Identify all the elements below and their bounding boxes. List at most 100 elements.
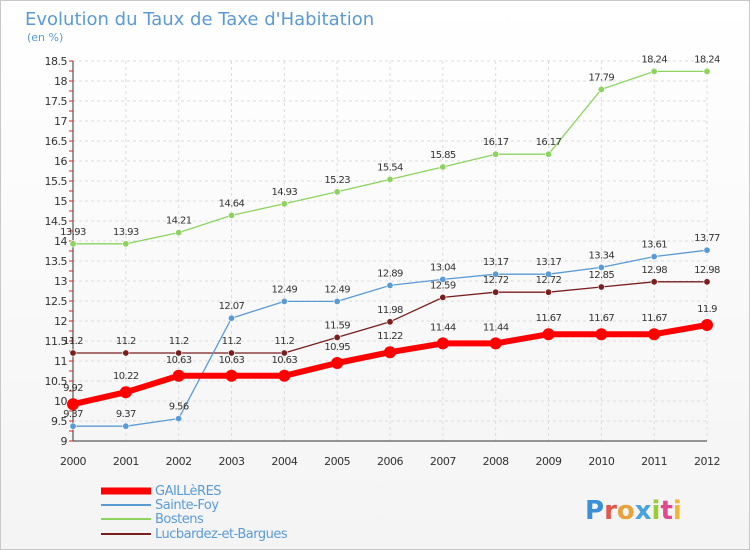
y-tick-label: 13.5 xyxy=(45,255,68,268)
data-label: 12.07 xyxy=(219,301,245,312)
series-point xyxy=(544,288,552,296)
x-tick-label: 2009 xyxy=(536,455,562,468)
series-point xyxy=(175,349,183,357)
data-labels: 9.92 10.22 10.63 10.63 10.63 10.95 11.22 11.44 1… xyxy=(60,54,720,420)
data-label: 13.17 xyxy=(536,257,562,268)
data-label: 9.37 xyxy=(63,409,83,420)
chart-title: Evolution du Taux de Taxe d'Habitation xyxy=(25,9,374,30)
data-label: 13.17 xyxy=(483,257,509,268)
x-tick-label: 2012 xyxy=(694,455,720,468)
series-point xyxy=(492,270,500,278)
data-label: 17.79 xyxy=(589,72,615,83)
series-point xyxy=(542,328,555,341)
data-label: 12.72 xyxy=(536,275,562,286)
y-tick-label: 13 xyxy=(54,275,67,288)
brand-letter: t xyxy=(660,496,672,526)
data-label: 11.98 xyxy=(377,305,403,316)
series-point xyxy=(648,328,661,341)
series-point xyxy=(228,349,236,357)
data-label: 10.95 xyxy=(324,342,350,353)
series-point xyxy=(386,318,394,326)
data-label: 11.2 xyxy=(169,336,189,347)
data-label: 14.21 xyxy=(166,216,192,227)
series-point xyxy=(703,67,711,75)
brand-letter: P xyxy=(585,496,604,526)
y-tick-label: 18 xyxy=(54,75,67,88)
data-label: 11.2 xyxy=(63,336,83,347)
series-point xyxy=(703,278,711,286)
legend-label: GAILLèRES xyxy=(155,484,221,499)
data-label: 10.63 xyxy=(166,355,192,366)
brand-letter: i xyxy=(652,496,661,526)
series-point xyxy=(439,293,447,301)
series-point xyxy=(597,85,605,93)
x-tick-label: 2007 xyxy=(430,455,456,468)
data-label: 11.67 xyxy=(589,313,615,324)
series-point xyxy=(436,337,449,350)
y-tick-label: 14.5 xyxy=(45,215,68,228)
data-label: 13.93 xyxy=(113,227,139,238)
proxiti-logo: Proxiti xyxy=(585,496,682,526)
series-point xyxy=(333,333,341,341)
y-tick-label: 10.5 xyxy=(45,375,68,388)
data-label: 12.49 xyxy=(324,284,350,295)
x-tick-label: 2003 xyxy=(219,455,245,468)
series-point xyxy=(175,415,183,423)
brand-letter: x xyxy=(635,496,652,526)
data-label: 9.92 xyxy=(63,383,83,394)
series-point xyxy=(333,297,341,305)
y-tick-label: 10 xyxy=(54,395,67,408)
series-point xyxy=(122,422,130,430)
x-tick-label: 2011 xyxy=(641,455,667,468)
series-point xyxy=(333,188,341,196)
x-tick-label: 2002 xyxy=(166,455,192,468)
series-point xyxy=(701,319,713,331)
y-tick-label: 12.5 xyxy=(45,295,68,308)
data-label: 11.2 xyxy=(222,336,242,347)
series-point xyxy=(386,175,394,183)
data-label: 11.67 xyxy=(641,313,667,324)
series-point xyxy=(544,150,552,158)
data-label: 10.22 xyxy=(113,371,139,382)
data-label: 18.24 xyxy=(641,54,667,65)
data-label: 11.44 xyxy=(483,322,509,333)
legend: GAILLèRESSainte-FoyBostensLucbardez-et-B… xyxy=(101,484,288,542)
series-point xyxy=(122,240,130,248)
series-point xyxy=(650,67,658,75)
data-label: 12.72 xyxy=(483,275,509,286)
series-point xyxy=(172,369,185,382)
series-point xyxy=(225,369,238,382)
legend-label: Lucbardez-et-Bargues xyxy=(155,527,288,542)
series-point xyxy=(122,349,130,357)
data-label: 11.44 xyxy=(430,322,456,333)
brand-letter: o xyxy=(617,496,635,526)
series-point xyxy=(439,163,447,171)
series-point xyxy=(278,369,291,382)
data-label: 14.93 xyxy=(272,187,298,198)
data-label: 13.04 xyxy=(430,262,456,273)
x-tick-label: 2005 xyxy=(324,455,350,468)
y-tick-label: 15.5 xyxy=(45,175,68,188)
series-point xyxy=(280,297,288,305)
data-label: 11.22 xyxy=(377,331,403,342)
data-label: 15.23 xyxy=(324,175,350,186)
y-tick-label: 11.5 xyxy=(45,335,68,348)
y-tick-label: 11 xyxy=(54,355,67,368)
series-point xyxy=(175,229,183,237)
data-label: 13.93 xyxy=(60,227,86,238)
data-label: 15.54 xyxy=(377,162,403,173)
data-label: 12.85 xyxy=(589,270,615,281)
data-label: 12.98 xyxy=(694,265,720,276)
x-tick-label: 2004 xyxy=(271,455,297,468)
series-point xyxy=(544,270,552,278)
series-point xyxy=(280,349,288,357)
y-tick-label: 16 xyxy=(54,155,67,168)
series-point xyxy=(489,337,502,350)
data-label: 13.77 xyxy=(694,233,720,244)
series-point xyxy=(595,328,608,341)
data-label: 9.37 xyxy=(116,409,136,420)
data-label: 11.67 xyxy=(536,313,562,324)
series-point xyxy=(703,246,711,254)
series-point xyxy=(597,263,605,271)
